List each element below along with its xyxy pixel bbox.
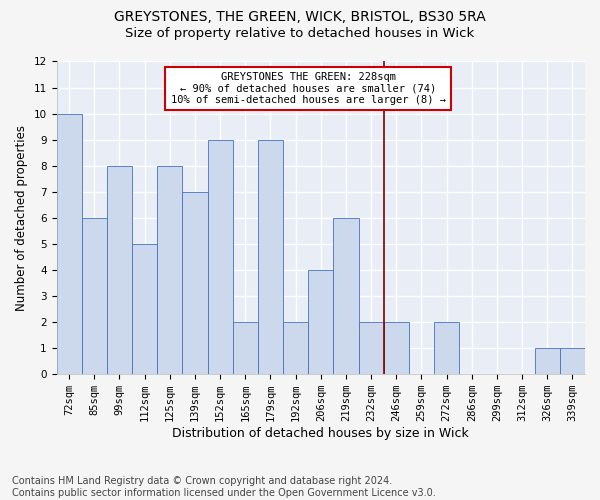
Bar [82,218,107,374]
Bar [283,322,308,374]
Bar [233,322,258,374]
Y-axis label: Number of detached properties: Number of detached properties [15,125,28,311]
Bar [132,244,157,374]
X-axis label: Distribution of detached houses by size in Wick: Distribution of detached houses by size … [172,427,469,440]
Bar [383,322,409,374]
Bar [308,270,334,374]
Text: Contains HM Land Registry data © Crown copyright and database right 2024.
Contai: Contains HM Land Registry data © Crown c… [12,476,436,498]
Bar [334,218,359,374]
Bar [182,192,208,374]
Bar [208,140,233,374]
Bar [157,166,182,374]
Bar [560,348,585,374]
Bar [56,114,82,374]
Text: GREYSTONES, THE GREEN, WICK, BRISTOL, BS30 5RA: GREYSTONES, THE GREEN, WICK, BRISTOL, BS… [114,10,486,24]
Text: Size of property relative to detached houses in Wick: Size of property relative to detached ho… [125,28,475,40]
Bar [258,140,283,374]
Bar [434,322,459,374]
Text: GREYSTONES THE GREEN: 228sqm
← 90% of detached houses are smaller (74)
10% of se: GREYSTONES THE GREEN: 228sqm ← 90% of de… [170,72,446,105]
Bar [107,166,132,374]
Bar [535,348,560,374]
Bar [359,322,383,374]
